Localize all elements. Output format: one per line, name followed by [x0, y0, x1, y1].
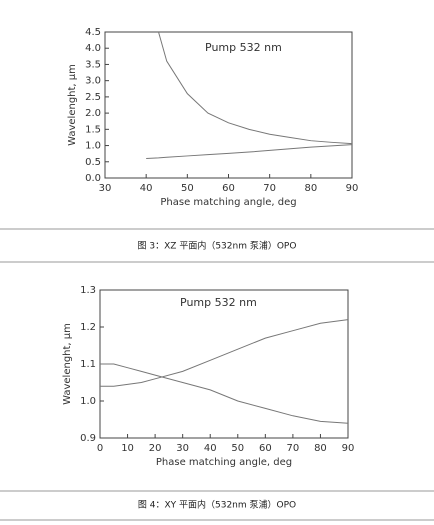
- plot-frame: [99, 289, 349, 439]
- x-tick-label: 10: [121, 443, 134, 454]
- y-tick-label: 4.0: [85, 43, 101, 54]
- data-line: [100, 363, 349, 424]
- y-tick-label: 1.2: [80, 322, 96, 333]
- x-tick-label: 50: [231, 443, 244, 454]
- y-tick-label: 1.0: [80, 396, 96, 407]
- x-tick-label: 40: [204, 443, 217, 454]
- x-tick-label: 60: [222, 183, 235, 194]
- x-tick-label: 20: [149, 443, 162, 454]
- caption: 图 3：XZ 平面内（532nm 泵浦）OPO: [138, 240, 297, 252]
- x-tick-label: 40: [140, 183, 153, 194]
- annotation: Pump 532 nm: [180, 296, 257, 309]
- x-tick-label: 50: [181, 183, 194, 194]
- x-tick-label: 30: [176, 443, 189, 454]
- x-tick-label: 90: [342, 443, 355, 454]
- y-tick-label: 0.0: [85, 173, 101, 184]
- y-tick-label: 4.5: [85, 27, 101, 38]
- x-tick-label: 30: [99, 183, 112, 194]
- x-tick-label: 60: [259, 443, 272, 454]
- y-tick-label: 3.5: [85, 59, 101, 70]
- x-axis-label: Phase matching angle, deg: [160, 197, 296, 208]
- y-tick-label: 1.3: [80, 285, 96, 296]
- y-tick-label: 1.0: [85, 141, 101, 152]
- y-tick-label: 0.9: [80, 433, 96, 444]
- x-tick-label: 80: [304, 183, 317, 194]
- y-axis-label: Wavelenght, µm: [62, 323, 73, 405]
- x-tick-label: 0: [97, 443, 103, 454]
- data-line: [158, 31, 353, 145]
- y-axis-label: Wavelenght, µm: [67, 64, 78, 146]
- x-tick-label: 70: [287, 443, 300, 454]
- y-tick-label: 1.1: [80, 359, 96, 370]
- y-tick-label: 2.5: [85, 92, 101, 103]
- x-tick-label: 90: [346, 183, 359, 194]
- y-tick-label: 1.5: [85, 124, 101, 135]
- data-line: [146, 144, 353, 160]
- data-line: [100, 319, 349, 387]
- x-tick-label: 80: [314, 443, 327, 454]
- x-tick-label: 70: [263, 183, 276, 194]
- y-tick-label: 3.0: [85, 76, 101, 87]
- y-tick-label: 2.0: [85, 108, 101, 119]
- x-axis-label: Phase matching angle, deg: [156, 457, 292, 468]
- y-tick-label: 0.5: [85, 157, 101, 168]
- caption: 图 4：XY 平面内（532nm 泵浦）OPO: [138, 499, 296, 511]
- annotation: Pump 532 nm: [205, 41, 282, 54]
